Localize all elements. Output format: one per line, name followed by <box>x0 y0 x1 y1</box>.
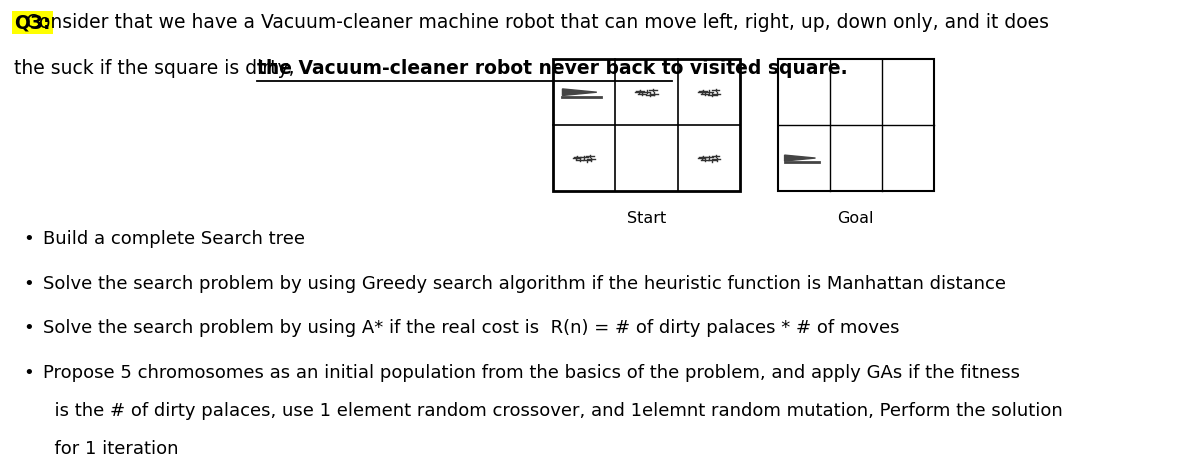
Text: Solve the search problem by using Greedy search algorithm if the heuristic funct: Solve the search problem by using Greedy… <box>43 275 1006 293</box>
Text: Propose 5 chromosomes as an initial population from the basics of the problem, a: Propose 5 chromosomes as an initial popu… <box>43 364 1020 382</box>
Text: Consider that we have a Vacuum-cleaner machine robot that can move left, right, : Consider that we have a Vacuum-cleaner m… <box>14 13 1049 32</box>
Text: •: • <box>24 364 35 382</box>
Text: •: • <box>24 319 35 337</box>
Text: Start: Start <box>626 211 666 226</box>
Bar <box>778 59 934 191</box>
Text: Q3:: Q3: <box>14 13 50 32</box>
Text: Goal: Goal <box>838 211 874 226</box>
Text: •: • <box>24 231 35 249</box>
Polygon shape <box>785 155 816 161</box>
Text: Solve the search problem by using A* if the real cost is  R(n) = # of dirty pala: Solve the search problem by using A* if … <box>43 319 900 337</box>
Text: the Vacuum-cleaner robot never back to visited square.: the Vacuum-cleaner robot never back to v… <box>257 59 847 78</box>
Text: is the # of dirty palaces, use 1 element random crossover, and 1elemnt random mu: is the # of dirty palaces, use 1 element… <box>43 402 1063 420</box>
Polygon shape <box>563 89 596 95</box>
Text: Build a complete Search tree: Build a complete Search tree <box>43 231 305 249</box>
Text: the suck if the square is dirty,: the suck if the square is dirty, <box>14 59 300 78</box>
Bar <box>553 59 740 191</box>
Text: for 1 iteration: for 1 iteration <box>43 439 179 458</box>
Text: •: • <box>24 275 35 293</box>
